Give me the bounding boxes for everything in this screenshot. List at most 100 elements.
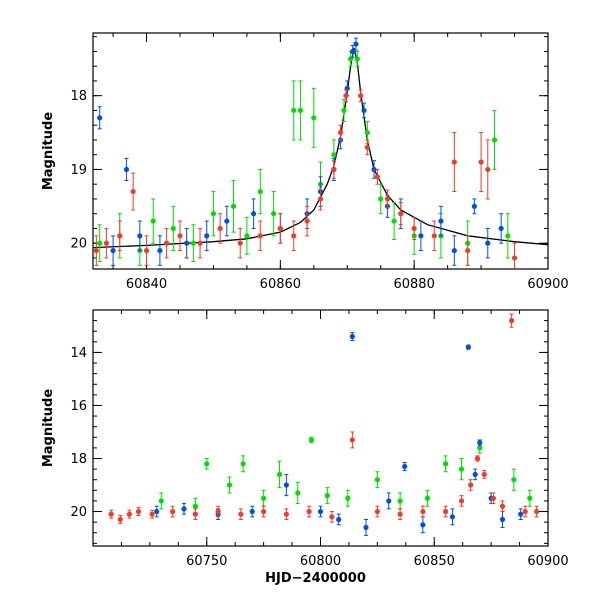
data-point (311, 115, 317, 121)
data-point (291, 233, 297, 239)
data-point (250, 211, 257, 217)
data-point (511, 477, 517, 483)
data-point (491, 137, 498, 143)
data-point (465, 247, 471, 254)
data-point (499, 516, 506, 523)
x-tick-label: 60880 (393, 277, 434, 292)
data-layer (93, 37, 548, 269)
data-point (354, 56, 360, 62)
data-point (93, 247, 99, 254)
data-point (451, 159, 457, 165)
data-point (192, 511, 198, 517)
data-point (170, 508, 176, 515)
data-point (306, 508, 312, 515)
data-point (337, 129, 344, 136)
data-point (398, 211, 404, 217)
data-point (117, 516, 123, 523)
y-tick-label: 18 (70, 452, 87, 467)
data-point (257, 233, 263, 239)
data-point (374, 174, 380, 180)
data-point (397, 498, 403, 504)
data-point (110, 247, 116, 254)
data-point (154, 508, 160, 515)
y-tick-label: 18 (70, 89, 87, 104)
y-axis-label: Magnitude (41, 112, 56, 191)
x-tick-label: 60900 (527, 277, 568, 292)
top-panel: 60840 60860 60880 60900 18 19 20 Magnitude (41, 32, 569, 292)
data-point (97, 115, 103, 121)
data-point (391, 218, 397, 224)
data-point (386, 498, 392, 504)
data-point (295, 490, 301, 496)
data-point (317, 196, 324, 202)
data-point (204, 461, 210, 467)
data-point (192, 503, 198, 509)
data-point (474, 455, 481, 462)
data-point (522, 508, 528, 515)
data-point (397, 511, 403, 517)
data-point (402, 463, 408, 470)
data-point (164, 240, 170, 246)
data-point (420, 508, 426, 515)
data-point (137, 233, 143, 239)
data-point (230, 203, 237, 209)
data-point (505, 233, 511, 239)
data-point (271, 211, 277, 217)
x-tick-label: 60750 (186, 554, 227, 569)
bottom-panel: 60750 60800 60850 60900 14 16 18 20 Magnitude HJD… (41, 309, 569, 586)
data-point (103, 240, 109, 246)
data-point (261, 495, 267, 501)
data-point (451, 247, 457, 254)
data-point (291, 107, 297, 114)
data-point (458, 466, 465, 472)
data-point (130, 188, 136, 195)
data-point (443, 508, 449, 515)
data-point (336, 516, 342, 523)
data-point (276, 471, 283, 478)
data-point (374, 477, 380, 483)
data-point (472, 471, 478, 478)
data-point (238, 511, 244, 517)
data-point (527, 495, 533, 501)
data-point (477, 445, 483, 451)
data-point (97, 240, 103, 246)
data-point (261, 508, 267, 515)
data-point (374, 508, 380, 515)
data-point (384, 196, 391, 202)
data-point (358, 93, 364, 99)
data-point (317, 508, 324, 515)
data-point (150, 218, 156, 224)
data-layer (108, 313, 540, 536)
data-point (197, 240, 203, 246)
data-point (135, 508, 142, 515)
data-point (126, 511, 132, 517)
data-point (117, 233, 123, 239)
data-point (257, 188, 263, 195)
data-point (350, 48, 356, 55)
data-point (244, 233, 250, 239)
data-point (511, 255, 518, 261)
x-tick-label: 60850 (414, 554, 455, 569)
data-point (249, 508, 255, 515)
data-point (364, 129, 370, 136)
data-point (108, 511, 114, 517)
data-point (217, 225, 223, 232)
data-point (349, 333, 355, 340)
data-point (149, 511, 155, 517)
data-point (170, 225, 176, 232)
data-point (481, 471, 487, 478)
data-point (224, 218, 230, 224)
data-point (324, 493, 330, 499)
x-tick-label: 60860 (260, 277, 301, 292)
data-point (485, 240, 491, 246)
data-point (123, 166, 130, 173)
data-point (215, 508, 221, 515)
data-point (240, 461, 246, 467)
data-point (371, 166, 377, 173)
y-tick-label: 19 (70, 163, 87, 178)
data-point (364, 144, 370, 150)
data-point (411, 225, 417, 232)
y-tick-label: 16 (70, 399, 87, 414)
data-point (283, 511, 289, 517)
